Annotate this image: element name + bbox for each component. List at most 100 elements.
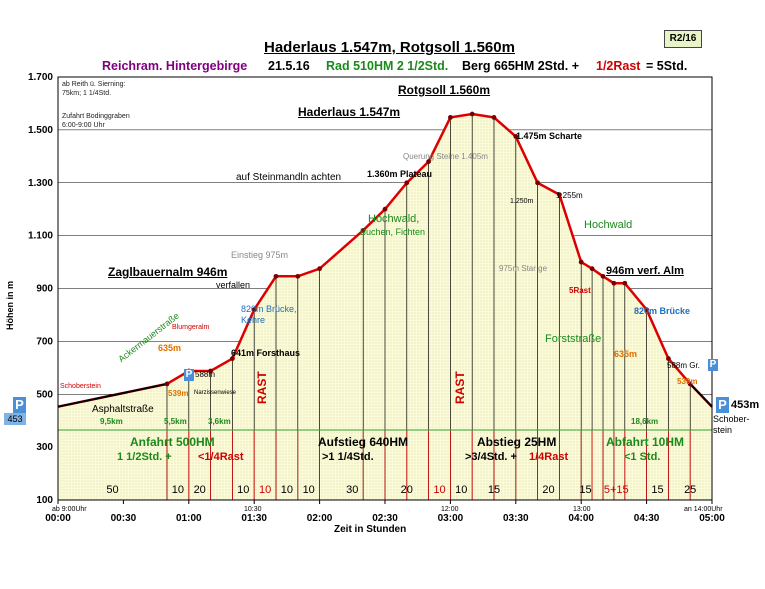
- label-haderlaus: Haderlaus 1.547m: [298, 105, 401, 119]
- rast-vertical-1: RAST: [255, 371, 269, 404]
- label-1250: 1.250m: [510, 198, 534, 205]
- data-points: [164, 111, 693, 387]
- time-1030: 10:30: [244, 506, 262, 513]
- rad-label: Rad 510HM 2 1/2Std.: [326, 59, 449, 73]
- section-abfahrt-title: Abfahrt 10HM: [606, 435, 685, 449]
- label-5-5km: 5,5km: [164, 417, 187, 426]
- data-point: [382, 206, 388, 212]
- parking-left-icon: P: [13, 397, 26, 413]
- segment-label: 25: [684, 484, 697, 496]
- y-tick-label: 700: [36, 336, 53, 347]
- segment-label: 10: [433, 484, 446, 496]
- data-point: [535, 180, 540, 186]
- region-label: Reichram. Hintergebirge: [102, 59, 248, 73]
- y-tick-label: 1.300: [28, 178, 53, 189]
- segment-label: 15: [487, 484, 501, 496]
- x-tick-label: 01:30: [241, 513, 267, 524]
- time-1200: 12:00: [441, 506, 459, 513]
- label-bruecke-left: 820m Brücke, Kehre: [241, 304, 297, 325]
- label-steinmandln: auf Steinmandln achten: [236, 172, 342, 183]
- data-point: [251, 307, 257, 313]
- data-point: [611, 280, 617, 286]
- label-forststrasse: Forststraße: [545, 333, 602, 345]
- label-1255: 1.255m: [556, 191, 583, 200]
- label-bruecke-right: 820m Brücke: [634, 306, 691, 316]
- y-axis-ticks: 100 300 500 700 900 1.100 1.300 1.500 1.700: [28, 72, 53, 506]
- parking-mid-icon: P: [184, 369, 194, 381]
- x-tick-label: 04:00: [568, 513, 594, 524]
- data-point: [295, 273, 301, 279]
- section-abfahrt-sub: <1 Std.: [624, 451, 661, 463]
- label-zaglbauernalm: Zaglbauernalm 946m: [108, 265, 228, 279]
- note-2: 75km; 1 1/4Std.: [62, 90, 112, 97]
- x-tick-label: 02:00: [307, 513, 333, 524]
- segment-label: 10: [171, 484, 185, 496]
- elevation-line: [57, 112, 713, 408]
- x-tick-label: 03:00: [438, 513, 464, 524]
- parking-right-icon: P: [716, 397, 729, 413]
- segment-label: 15: [579, 484, 592, 496]
- chart-title: Haderlaus 1.547m, Rotgsoll 1.560m: [264, 39, 515, 56]
- total-label: = 5Std.: [646, 59, 688, 73]
- berg-label: Berg 665HM 2Std. +: [462, 59, 580, 73]
- y-tick-label: 100: [36, 495, 53, 506]
- label-rotgsoll: Rotgsoll 1.560m: [398, 83, 491, 97]
- label-starige: 975m Star ge: [499, 264, 548, 273]
- route-badge: R2/16: [664, 30, 702, 48]
- data-point: [208, 368, 214, 374]
- data-point: [469, 111, 475, 117]
- y-tick-label: 1.700: [28, 72, 53, 83]
- label-5rast: 5Rast: [569, 286, 591, 295]
- label-buchen: Buchen, Fichten: [360, 227, 426, 237]
- note-4: 6:00-9:00 Uhr: [62, 122, 105, 129]
- data-point: [687, 381, 693, 387]
- date-label: 21.5.16: [268, 59, 310, 73]
- segment-label: 10: [280, 484, 294, 496]
- segment-label: 10: [237, 484, 250, 496]
- segment-label: 20: [193, 484, 206, 496]
- data-point: [622, 280, 628, 286]
- asphalt-line: [57, 382, 713, 408]
- label-635-right: 635m: [614, 349, 638, 359]
- section-abstieg-title: Abstieg 25HM: [477, 435, 557, 449]
- segment-label: 10: [302, 484, 315, 496]
- label-narzissen: Narzissenwiese: [194, 390, 237, 396]
- data-point: [426, 159, 431, 165]
- x-tick-label: 00:00: [45, 513, 71, 524]
- data-point: [600, 273, 606, 279]
- segment-label: 20: [542, 484, 555, 496]
- label-hochwald-left: Hochwald,: [368, 213, 420, 225]
- data-point: [513, 134, 519, 139]
- label-querung: Querung Steine 1.405m: [403, 152, 488, 161]
- y-tick-label: 900: [36, 284, 53, 295]
- y-tick-label: 1.100: [28, 231, 53, 242]
- data-point: [589, 266, 595, 272]
- label-635-left: 635m: [158, 343, 182, 353]
- plot-frame: [57, 76, 713, 501]
- x-tick-label: 00:30: [111, 513, 137, 524]
- label-9-5km: 9,5km: [100, 417, 123, 426]
- label-forsthaus: 641m Forsthaus: [231, 348, 301, 358]
- x-tick-label: 02:30: [372, 513, 398, 524]
- time-1300: 13:00: [573, 506, 591, 513]
- label-blumgeralm: Blumgeralm: [172, 324, 210, 331]
- segment-label: 10: [258, 484, 272, 496]
- label-schoberstein-left: Schoberstein: [60, 383, 101, 390]
- segment-label: 50: [106, 484, 119, 496]
- label-539-right: 539m: [677, 377, 698, 386]
- x-axis-ticks: 00:00 00:30 01:00 01:30 02:00 02:30 03:00 03:30…: [45, 500, 725, 524]
- rast-vertical-2: RAST: [453, 371, 467, 404]
- data-point: [404, 180, 410, 186]
- segment-label: 10: [455, 484, 468, 496]
- section-anfahrt-rast: <1/4Rast: [198, 451, 244, 463]
- segment-label: 30: [346, 484, 359, 496]
- section-abstieg-rast: 1/4Rast: [529, 451, 569, 463]
- x-tick-label: 01:00: [176, 513, 202, 524]
- x-tick-label: 05:00: [699, 513, 725, 524]
- parking-left-value: 453: [4, 413, 26, 425]
- label-einstieg: Einstieg 975m: [231, 250, 289, 260]
- label-3-6km: 3,6km: [208, 417, 231, 426]
- data-point: [557, 192, 562, 198]
- time-start: ab 9:00Uhr: [52, 506, 87, 513]
